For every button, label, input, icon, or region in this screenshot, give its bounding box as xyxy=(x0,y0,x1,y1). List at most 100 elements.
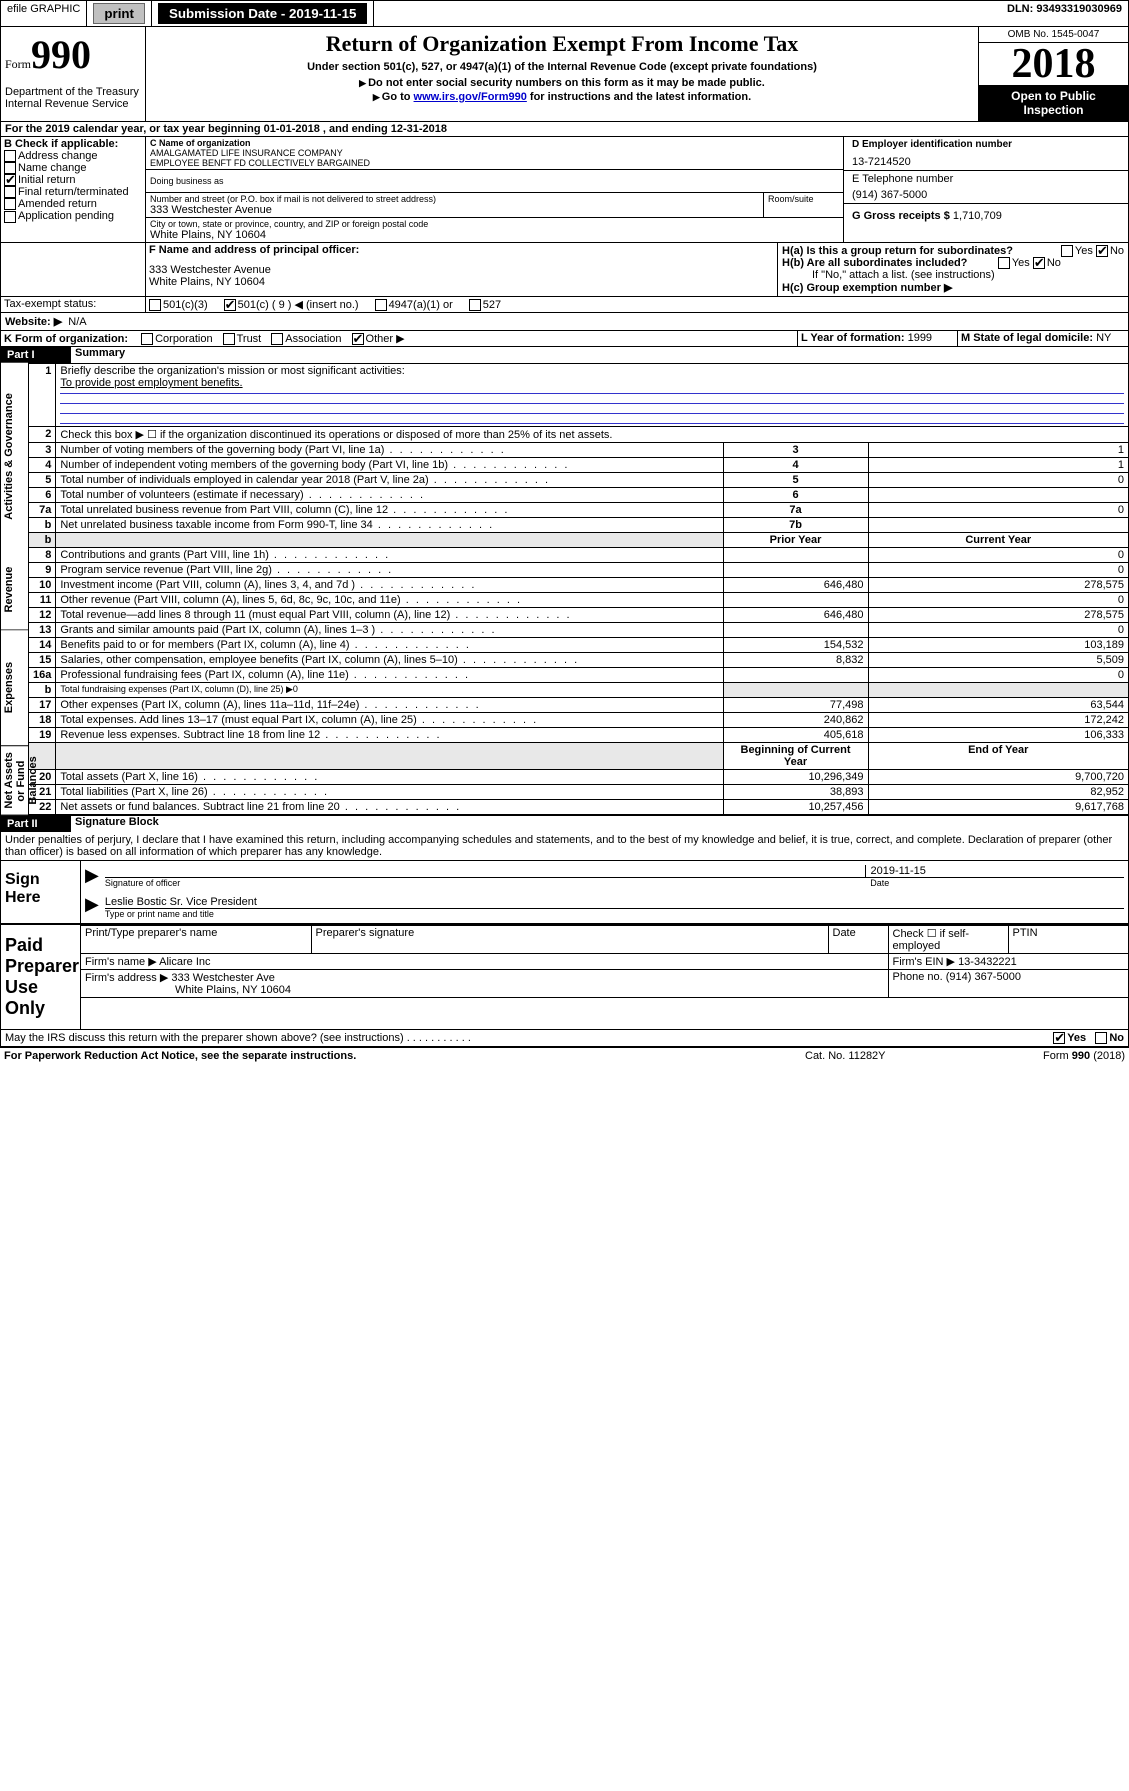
form-footer-label: Form 990 (2018) xyxy=(985,1050,1125,1062)
h-note: If "No," attach a list. (see instruction… xyxy=(812,269,1124,281)
print-button[interactable]: print xyxy=(93,3,145,24)
form-subtitle: Under section 501(c), 527, or 4947(a)(1)… xyxy=(150,61,974,73)
section-f-label: F Name and address of principal officer: xyxy=(149,244,774,256)
perjury-text: Under penalties of perjury, I declare th… xyxy=(0,832,1129,860)
sidebar-netassets: Net Assets or Fund Balances xyxy=(1,747,28,816)
line-14: 14 Benefits paid to or for members (Part… xyxy=(29,638,1128,653)
line-15: 15 Salaries, other compensation, employe… xyxy=(29,653,1128,668)
city-label: City or town, state or province, country… xyxy=(150,219,839,229)
line-19: 19 Revenue less expenses. Subtract line … xyxy=(29,728,1128,743)
part2-badge: Part II xyxy=(1,816,71,832)
tax-status-1[interactable]: 501(c) ( 9 ) ◀ (insert no.) xyxy=(224,299,359,311)
dln-label: DLN: 93493319030969 xyxy=(1001,1,1128,26)
tax-status-2[interactable]: 4947(a)(1) or xyxy=(375,299,453,311)
h-c: H(c) Group exemption number ▶ xyxy=(782,281,1124,294)
org-form-2[interactable]: Association xyxy=(271,333,341,345)
gov-row-6: 6 Total number of volunteers (estimate i… xyxy=(29,488,1128,503)
ein-label: D Employer identification number xyxy=(852,139,1120,150)
dept-label: Department of the Treasury xyxy=(5,86,141,98)
irs-label: Internal Revenue Service xyxy=(5,98,141,110)
discuss-yes-checkbox[interactable] xyxy=(1053,1032,1065,1044)
form-number: Form990 xyxy=(5,31,141,78)
mission-text: To provide post employment benefits. xyxy=(60,377,242,389)
city-value: White Plains, NY 10604 xyxy=(150,229,839,241)
line-16a: 16a Professional fundraising fees (Part … xyxy=(29,668,1128,683)
line-10: 10 Investment income (Part VIII, column … xyxy=(29,578,1128,593)
line-11: 11 Other revenue (Part VIII, column (A),… xyxy=(29,593,1128,608)
part2-header-row: Part II Signature Block xyxy=(0,816,1129,832)
org-name: AMALGAMATED LIFE INSURANCE COMPANY EMPLO… xyxy=(150,148,839,168)
top-bar: efile GRAPHIC print Submission Date - 20… xyxy=(0,0,1129,27)
form-header: Form990 Department of the Treasury Inter… xyxy=(0,27,1129,122)
gov-row-7b: b Net unrelated business taxable income … xyxy=(29,518,1128,533)
open-public-badge: Open to Public Inspection xyxy=(979,85,1128,121)
part2-title: Signature Block xyxy=(75,816,159,832)
discuss-row: May the IRS discuss this return with the… xyxy=(0,1030,1129,1047)
checkbox-name-change[interactable]: Name change xyxy=(4,162,142,174)
line-a: For the 2019 calendar year, or tax year … xyxy=(0,122,1129,137)
line-17: 17 Other expenses (Part IX, column (A), … xyxy=(29,698,1128,713)
gov-row-4: 4 Number of independent voting members o… xyxy=(29,458,1128,473)
street-address: 333 Westchester Avenue xyxy=(150,204,759,216)
paid-preparer-label: Paid Preparer Use Only xyxy=(1,925,81,1029)
signature-arrow-icon: ▶ xyxy=(85,865,99,888)
line-8: 8 Contributions and grants (Part VIII, l… xyxy=(29,548,1128,563)
submission-date-button[interactable]: Submission Date - 2019-11-15 xyxy=(158,3,367,24)
org-form-1[interactable]: Trust xyxy=(223,333,262,345)
org-form-3[interactable]: Other ▶ xyxy=(352,333,405,345)
phone-value: (914) 367-5000 xyxy=(852,189,1120,201)
checkbox-final-return-terminated[interactable]: Final return/terminated xyxy=(4,186,142,198)
goto-note: Go to www.irs.gov/Form990 for instructio… xyxy=(150,91,974,103)
discuss-no-checkbox[interactable] xyxy=(1095,1032,1107,1044)
name-arrow-icon: ▶ xyxy=(85,894,99,919)
section-bcdeg: B Check if applicable: Address changeNam… xyxy=(0,137,1129,243)
line-22: 22 Net assets or fund balances. Subtract… xyxy=(29,800,1128,815)
line-21: 21 Total liabilities (Part X, line 26) 3… xyxy=(29,785,1128,800)
part1-body: Activities & Governance Revenue Expenses… xyxy=(0,363,1129,816)
part1-header-row: Part I Summary xyxy=(0,347,1129,363)
efile-label: efile GRAPHIC xyxy=(1,1,87,26)
sign-here-label: Sign Here xyxy=(1,861,81,923)
addr-label: Number and street (or P.O. box if mail i… xyxy=(150,194,759,204)
tax-status-0[interactable]: 501(c)(3) xyxy=(149,299,208,311)
line-12: 12 Total revenue—add lines 8 through 11 … xyxy=(29,608,1128,623)
checkbox-initial-return[interactable]: Initial return xyxy=(4,174,142,186)
phone-label: E Telephone number xyxy=(852,173,1120,185)
gov-row-3: 3 Number of voting members of the govern… xyxy=(29,443,1128,458)
form990-link[interactable]: www.irs.gov/Form990 xyxy=(414,91,527,103)
tax-year: 2018 xyxy=(979,43,1128,85)
officer-addr1: 333 Westchester Avenue xyxy=(149,264,774,276)
checkbox-address-change[interactable]: Address change xyxy=(4,150,142,162)
line-13: 13 Grants and similar amounts paid (Part… xyxy=(29,623,1128,638)
checkbox-application-pending[interactable]: Application pending xyxy=(4,210,142,222)
section-c-name-label: C Name of organization xyxy=(150,138,839,148)
section-fh: F Name and address of principal officer:… xyxy=(0,243,1129,297)
sidebar-revenue: Revenue xyxy=(1,550,28,630)
part1-badge: Part I xyxy=(1,347,71,363)
section-i: Tax-exempt status: 501(c)(3)501(c) ( 9 )… xyxy=(0,297,1129,313)
line-b: b Total fundraising expenses (Part IX, c… xyxy=(29,683,1128,698)
dba-label: Doing business as xyxy=(146,169,843,192)
line-18: 18 Total expenses. Add lines 13–17 (must… xyxy=(29,713,1128,728)
paid-preparer-section: Paid Preparer Use Only Print/Type prepar… xyxy=(0,923,1129,1030)
part1-title: Summary xyxy=(75,347,125,363)
gov-row-7a: 7a Total unrelated business revenue from… xyxy=(29,503,1128,518)
sidebar-expenses: Expenses xyxy=(1,630,28,746)
section-b-label: B Check if applicable: xyxy=(4,138,142,150)
sidebar-governance: Activities & Governance xyxy=(1,363,28,550)
page-footer: For Paperwork Reduction Act Notice, see … xyxy=(0,1047,1129,1064)
section-j: Website: ▶ N/A xyxy=(0,313,1129,331)
checkbox-amended-return[interactable]: Amended return xyxy=(4,198,142,210)
form-title: Return of Organization Exempt From Incom… xyxy=(150,31,974,57)
tax-status-3[interactable]: 527 xyxy=(469,299,501,311)
line-9: 9 Program service revenue (Part VIII, li… xyxy=(29,563,1128,578)
line-20: 20 Total assets (Part X, line 16) 10,296… xyxy=(29,770,1128,785)
signature-date: 2019-11-15 xyxy=(865,865,1124,878)
sign-here-section: Sign Here ▶ 2019-11-15 Signature of offi… xyxy=(0,860,1129,923)
gross-receipts-value: 1,710,709 xyxy=(953,210,1002,222)
org-form-0[interactable]: Corporation xyxy=(141,333,212,345)
firm-name: Alicare Inc xyxy=(159,956,210,968)
gross-receipts-label: G Gross receipts $ xyxy=(852,210,950,222)
ein-value: 13-7214520 xyxy=(852,156,1120,168)
gov-row-5: 5 Total number of individuals employed i… xyxy=(29,473,1128,488)
